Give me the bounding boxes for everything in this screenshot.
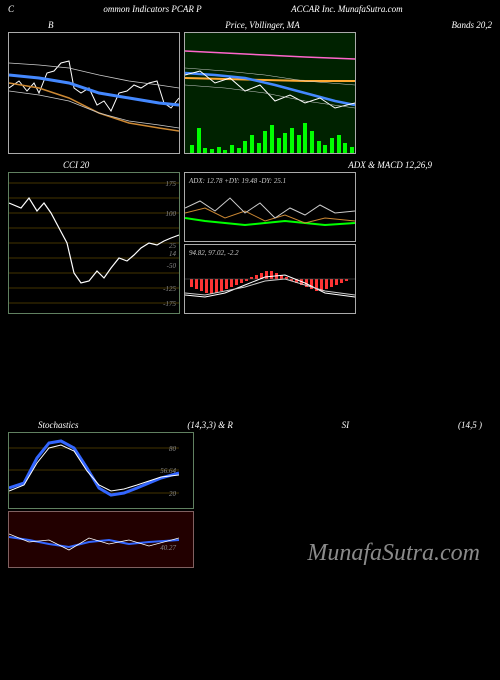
header-mid2: ACCAR Inc. MunafaSutra.com: [291, 4, 403, 14]
svg-text:-125: -125: [163, 285, 176, 293]
row1-titles: B Price, Vbllinger, MA Bands 20,2: [0, 18, 500, 32]
svg-text:56.64: 56.64: [160, 467, 176, 475]
svg-text:175: 175: [166, 180, 177, 188]
header-left: C: [8, 4, 14, 14]
title-si: SI: [342, 420, 350, 430]
row2-titles: CCI 20 ADX & MACD 12,26,9: [0, 158, 500, 172]
svg-text:80: 80: [169, 445, 177, 453]
chart-row-2: 175 100 2514 -50 -125 -175 ADX: 12.78 +DY: 19…: [0, 172, 500, 314]
svg-text:40.27: 40.27: [160, 544, 176, 552]
page-header: C ommon Indicators PCAR P ACCAR Inc. Mun…: [0, 0, 500, 18]
title-bands: Bands 20,2: [451, 20, 492, 30]
title-cci: CCI 20: [63, 160, 89, 170]
title-price: Price, Vbllinger, MA: [225, 20, 299, 30]
bollinger-chart-1: [8, 32, 180, 154]
adx-macd-column: ADX: 12.78 +DY: 19.48 -DY: 25.1 94.82, 9…: [184, 172, 356, 314]
title-stoch-params: (14,3,3) & R: [187, 420, 233, 430]
header-mid1: ommon Indicators PCAR P: [103, 4, 201, 14]
row3-titles: Stochastics (14,3,3) & R SI (14,5 ): [0, 418, 500, 432]
svg-text:100: 100: [166, 210, 177, 218]
chart-row-1: [0, 32, 500, 154]
title-rsi-params: (14,5 ): [458, 420, 482, 430]
svg-text:-50: -50: [167, 262, 177, 270]
svg-text:ADX: 12.78 +DY: 19.48 -DY: 25.: ADX: 12.78 +DY: 19.48 -DY: 25.1: [188, 177, 286, 185]
cci-chart: 175 100 2514 -50 -125 -175: [8, 172, 180, 314]
svg-text:14: 14: [169, 250, 177, 258]
title-adx-macd: ADX & MACD 12,26,9: [348, 160, 432, 170]
watermark: MunafaSutra.com: [307, 540, 480, 567]
title-stoch: Stochastics: [38, 420, 79, 430]
svg-text:-175: -175: [163, 300, 176, 308]
svg-text:94.82, 97.02, -2.2: 94.82, 97.02, -2.2: [189, 249, 239, 257]
chart-row-3: 80 20 56.64 40.27: [0, 432, 202, 568]
adx-chart: ADX: 12.78 +DY: 19.48 -DY: 25.1: [184, 172, 356, 242]
svg-text:20: 20: [169, 490, 177, 498]
rsi-chart: 40.27: [8, 511, 194, 568]
price-ma-chart: [184, 32, 356, 154]
svg-text:25: 25: [169, 242, 177, 250]
title-b: B: [48, 20, 54, 30]
macd-chart: 94.82, 97.02, -2.2: [184, 244, 356, 314]
stochastics-chart: 80 20 56.64: [8, 432, 194, 509]
